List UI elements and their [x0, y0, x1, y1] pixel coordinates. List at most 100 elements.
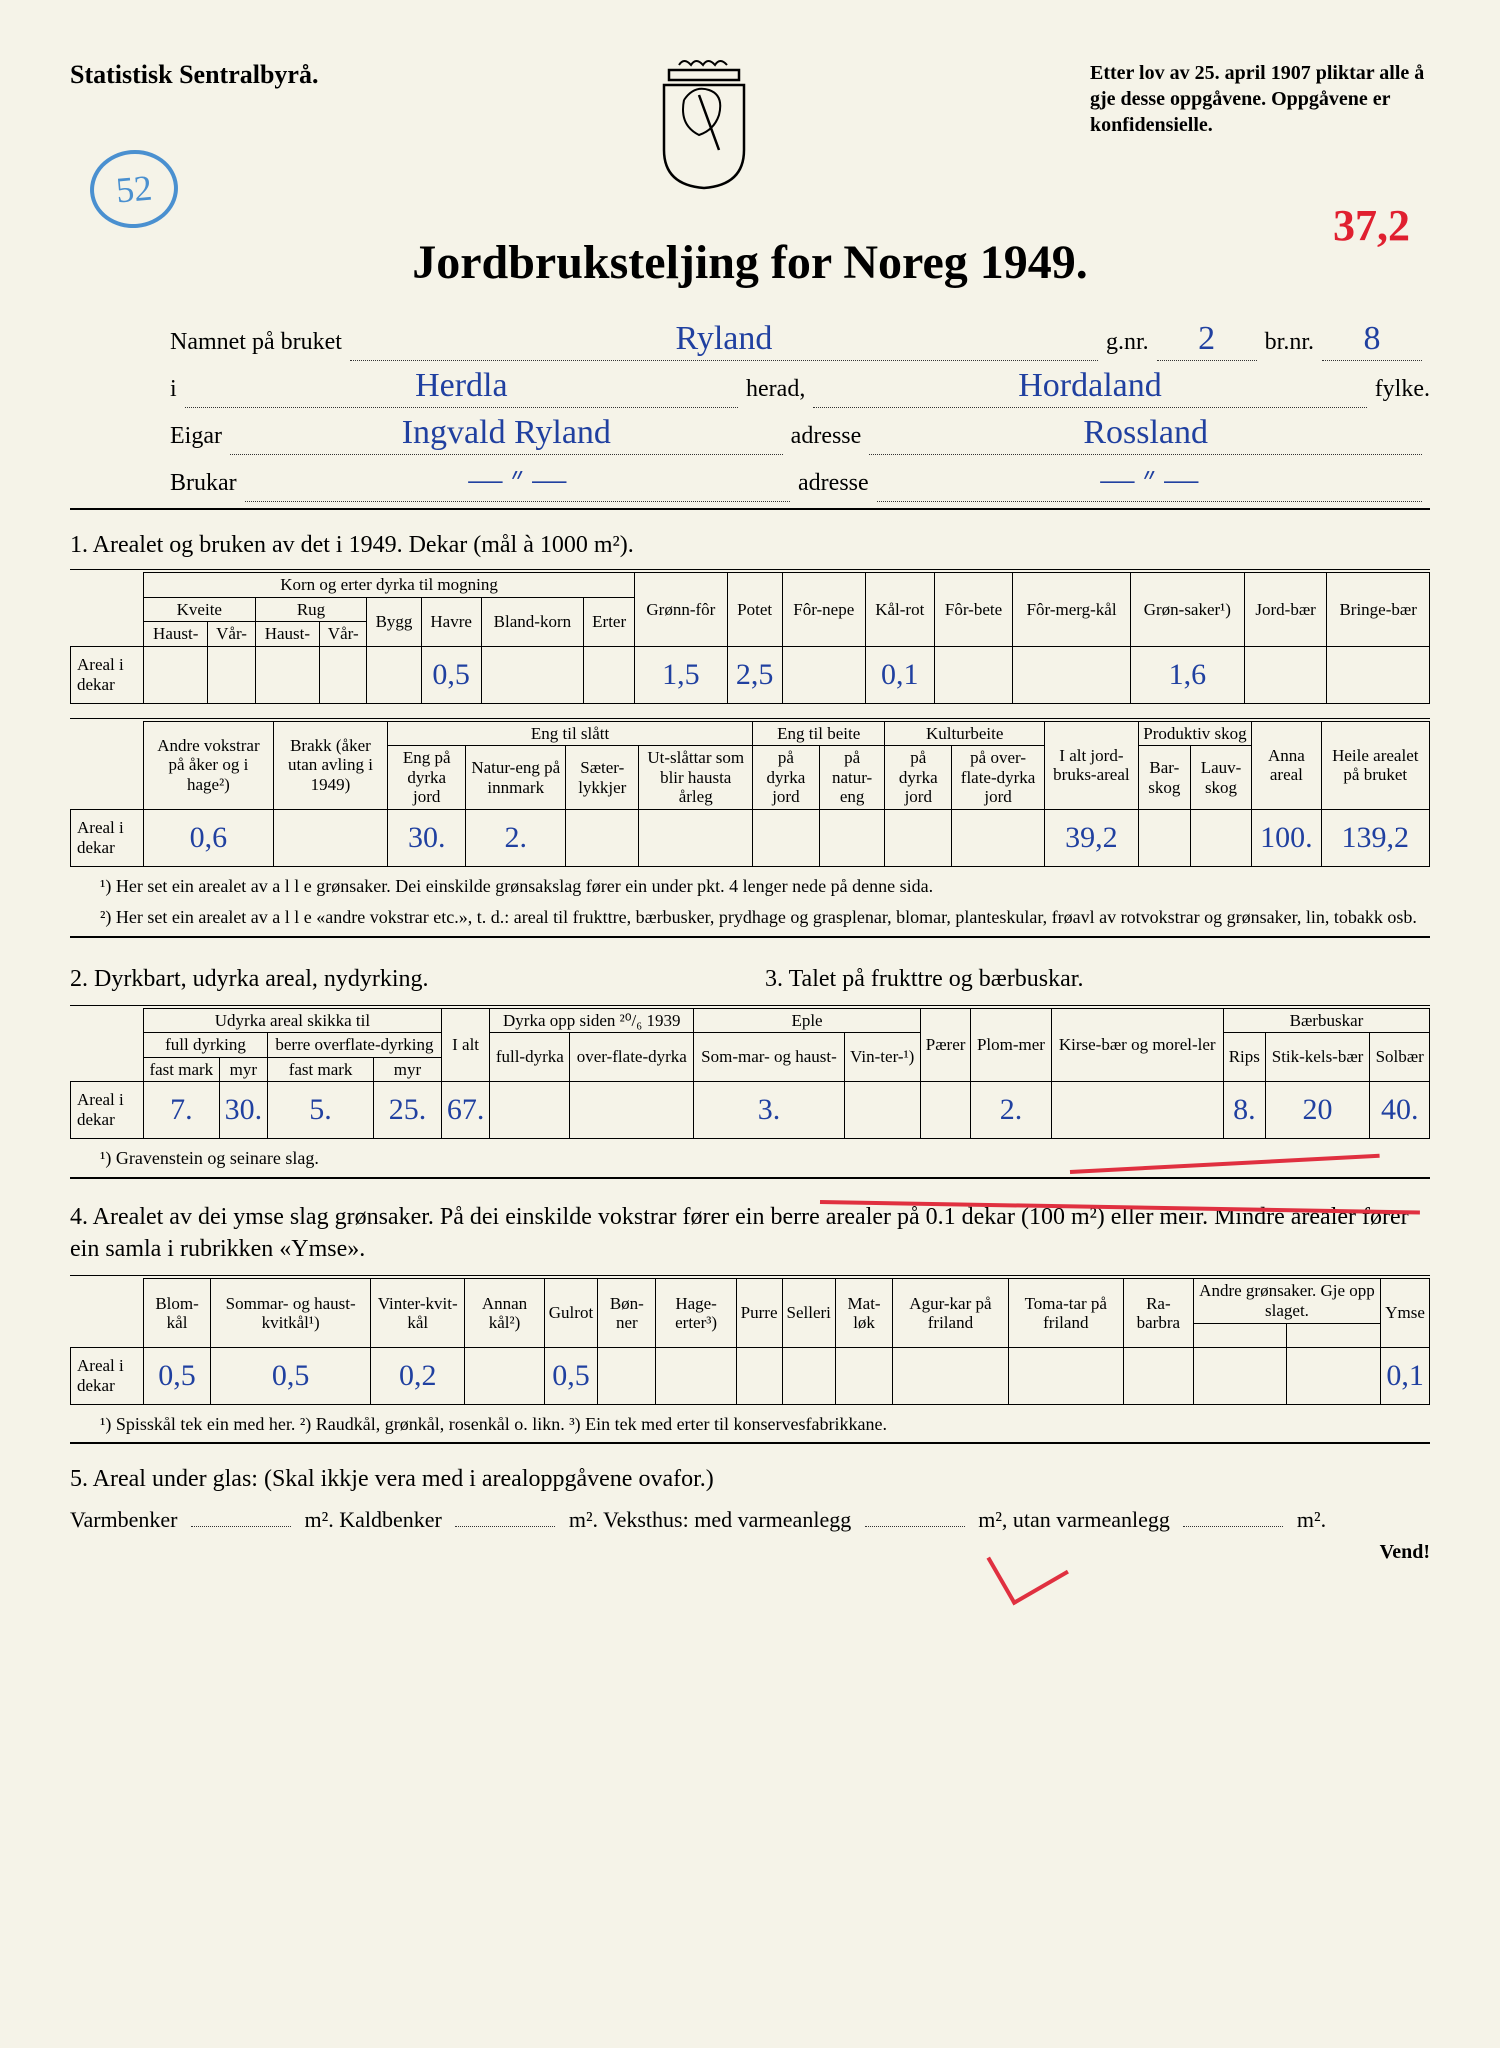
t4-v6[interactable]: [656, 1348, 736, 1405]
t1b-v13[interactable]: 100.: [1252, 809, 1321, 866]
t4-v3[interactable]: [465, 1348, 545, 1405]
census-form-page: Statistisk Sentralbyrå. Etter lov av 25.…: [0, 0, 1500, 2048]
col-ialt: I alt: [441, 1008, 489, 1082]
t4-v4[interactable]: 0,5: [544, 1348, 597, 1405]
col-beite-dyrka: på dyrka jord: [753, 746, 820, 810]
t2-v5[interactable]: [490, 1082, 570, 1139]
t1b-v2[interactable]: 30.: [388, 809, 466, 866]
t1b-v6[interactable]: [753, 809, 820, 866]
col-utslattar: Ut-slåttar som blir hausta årleg: [639, 746, 753, 810]
t1a-v16[interactable]: [1327, 646, 1430, 703]
field-varmbenker[interactable]: [191, 1524, 291, 1527]
field-i[interactable]: Herdla: [185, 367, 738, 408]
t3-v0[interactable]: 3.: [694, 1082, 844, 1139]
t1b-v7[interactable]: [819, 809, 885, 866]
sub-fast2: fast mark: [268, 1057, 374, 1082]
t3-v2[interactable]: [920, 1082, 971, 1139]
t3-v1[interactable]: [844, 1082, 920, 1139]
field-eigar[interactable]: Ingvald Ryland: [230, 414, 783, 455]
t1a-v14[interactable]: 1,6: [1130, 646, 1244, 703]
t2-v4[interactable]: 67.: [441, 1082, 489, 1139]
field-brnr[interactable]: 8: [1322, 320, 1422, 361]
t4-v15[interactable]: 0,1: [1381, 1348, 1430, 1405]
table-2-3: Udyrka areal skikka til I alt Dyrka opp …: [70, 1008, 1430, 1140]
field-gnr[interactable]: 2: [1157, 320, 1257, 361]
t1b-v11[interactable]: [1138, 809, 1190, 866]
t2-v0[interactable]: 7.: [144, 1082, 220, 1139]
t2-v1[interactable]: 30.: [219, 1082, 267, 1139]
t1b-v3[interactable]: 2.: [466, 809, 566, 866]
col-erter: Erter: [584, 597, 635, 646]
t3-v5[interactable]: 8.: [1223, 1082, 1265, 1139]
legal-note: Etter lov av 25. april 1907 pliktar alle…: [1090, 60, 1430, 138]
t1b-v14[interactable]: 139,2: [1321, 809, 1429, 866]
t1b-v8[interactable]: [885, 809, 952, 866]
col-kultur-dyrka: på dyrka jord: [885, 746, 952, 810]
t4-v12[interactable]: [1123, 1348, 1193, 1405]
t4-v10[interactable]: [893, 1348, 1008, 1405]
t2-v2[interactable]: 5.: [268, 1082, 374, 1139]
t4-v13[interactable]: [1193, 1348, 1287, 1405]
t1a-v15[interactable]: [1244, 646, 1326, 703]
t3-v7[interactable]: 40.: [1370, 1082, 1430, 1139]
t2-v6[interactable]: [570, 1082, 694, 1139]
t1a-v6[interactable]: [481, 646, 584, 703]
field-kaldbenker[interactable]: [455, 1524, 555, 1527]
t4-v1[interactable]: 0,5: [211, 1348, 371, 1405]
col-rips: Rips: [1223, 1033, 1265, 1082]
t1b-v9[interactable]: [952, 809, 1045, 866]
t4-v14[interactable]: [1287, 1348, 1381, 1405]
t1a-v10[interactable]: [782, 646, 865, 703]
field-veksthus-utan[interactable]: [1183, 1524, 1283, 1527]
t3-v6[interactable]: 20: [1265, 1082, 1370, 1139]
t1a-v7[interactable]: [584, 646, 635, 703]
col-beite-natur: på natur-eng: [819, 746, 885, 810]
t1a-v12[interactable]: [934, 646, 1013, 703]
field-veksthus-med[interactable]: [865, 1524, 965, 1527]
t1a-v9[interactable]: 2,5: [727, 646, 782, 703]
t1a-v0[interactable]: [144, 646, 208, 703]
t4-v0[interactable]: 0,5: [144, 1348, 211, 1405]
t1b-v0[interactable]: 0,6: [144, 809, 274, 866]
t4-v7[interactable]: [736, 1348, 782, 1405]
col-overflatedyrka: over-flate-dyrka: [570, 1033, 694, 1082]
sub-rug-haust: Haust-: [255, 622, 319, 647]
footnote-1: ¹) Her set ein arealet av a l l e grønsa…: [100, 875, 1430, 898]
grp-eple: Eple: [694, 1008, 921, 1033]
t4-v2[interactable]: 0,2: [371, 1348, 465, 1405]
field-adresse2[interactable]: — ״ —: [877, 461, 1422, 502]
t1b-v4[interactable]: [566, 809, 639, 866]
t2-v3[interactable]: 25.: [374, 1082, 442, 1139]
t1a-v3[interactable]: [320, 646, 367, 703]
t1a-v1[interactable]: [208, 646, 255, 703]
t1b-v1[interactable]: [273, 809, 387, 866]
t3-v3[interactable]: 2.: [971, 1082, 1051, 1139]
t1b-v5[interactable]: [639, 809, 753, 866]
col-annankal: Annan kål²): [465, 1279, 545, 1348]
col-plommer: Plom-mer: [971, 1008, 1051, 1082]
t4-v9[interactable]: [835, 1348, 892, 1405]
field-namnet[interactable]: Ryland: [350, 320, 1098, 361]
t4-v5[interactable]: [598, 1348, 656, 1405]
field-brukar[interactable]: — ״ —: [245, 461, 790, 502]
table-4: Blom-kål Sommar- og haust-kvitkål¹) Vint…: [70, 1278, 1430, 1405]
field-adresse1[interactable]: Rossland: [869, 414, 1422, 455]
t1a-v5[interactable]: 0,5: [421, 646, 481, 703]
t1b-v12[interactable]: [1190, 809, 1251, 866]
t1a-v2[interactable]: [255, 646, 319, 703]
footnote-3: ¹) Gravenstein og seinare slag.: [100, 1147, 1430, 1170]
field-herad[interactable]: Hordaland: [813, 367, 1366, 408]
t1a-v13[interactable]: [1013, 646, 1130, 703]
t4-v11[interactable]: [1008, 1348, 1123, 1405]
t3-v4[interactable]: [1051, 1082, 1223, 1139]
line-namnet: Namnet på bruket Ryland g.nr. 2 br.nr. 8: [70, 320, 1430, 361]
t1b-v10[interactable]: 39,2: [1045, 809, 1139, 866]
grp-andre-gronsaker: Andre grønsaker. Gje opp slaget.: [1193, 1279, 1381, 1323]
t1a-v11[interactable]: 0,1: [865, 646, 934, 703]
label-kaldbenker: m². Kaldbenker: [305, 1507, 442, 1532]
col-bygg: Bygg: [367, 597, 421, 646]
section2-title: 2. Dyrkbart, udyrka areal, nydyrking.: [70, 966, 735, 993]
t4-v8[interactable]: [782, 1348, 835, 1405]
t1a-v4[interactable]: [367, 646, 421, 703]
t1a-v8[interactable]: 1,5: [635, 646, 727, 703]
